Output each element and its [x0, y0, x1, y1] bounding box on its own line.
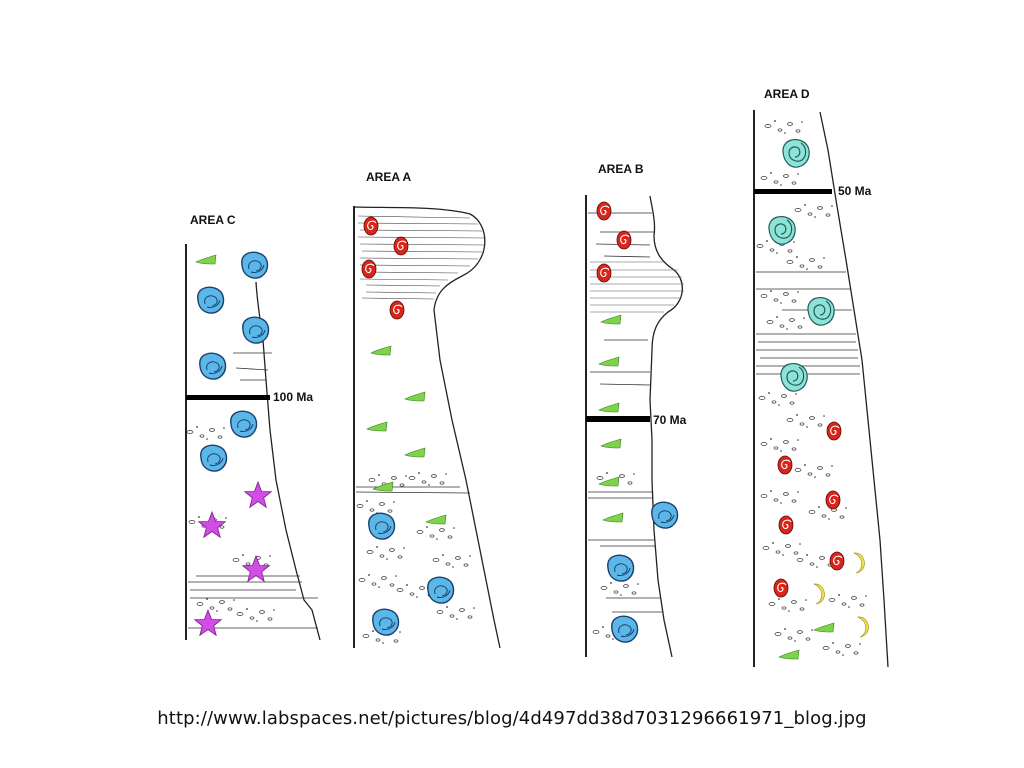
ammonite-icon [825, 490, 841, 510]
column-area-b: AREA B 70 Ma [585, 162, 687, 658]
area-c-title: AREA C [190, 213, 236, 227]
area-c-fossils [194, 251, 272, 636]
shark-tooth-icon [600, 438, 622, 449]
clam-icon [427, 576, 455, 604]
clam-icon [611, 615, 639, 643]
area-d-time-marker-label: 50 Ma [838, 184, 872, 198]
area-d-right-edge [819, 111, 889, 668]
clam-icon [241, 251, 269, 279]
shark-tooth-icon [813, 622, 835, 633]
ammonite-icon [361, 259, 377, 279]
area-b-time-marker-bar [586, 416, 650, 422]
snail-icon [780, 362, 808, 392]
area-a-overhang-hatching [357, 215, 485, 300]
ammonite-icon [596, 263, 612, 283]
clam-icon [368, 512, 396, 540]
shark-tooth-icon [598, 476, 620, 487]
crescent-icon [813, 583, 825, 605]
area-c-time-marker-bar [186, 395, 270, 400]
column-area-a: AREA A [353, 170, 501, 649]
shark-tooth-icon [404, 391, 426, 402]
snail-icon [782, 138, 810, 168]
column-area-d: AREA D 50 Ma [753, 87, 889, 668]
clam-icon [197, 286, 225, 314]
clam-icon [242, 316, 270, 344]
area-d-fossils [768, 138, 869, 660]
ammonite-icon [389, 300, 405, 320]
clam-icon [200, 444, 228, 472]
ammonite-icon [829, 551, 845, 571]
shark-tooth-icon [404, 447, 426, 458]
shark-tooth-icon [195, 254, 217, 265]
ammonite-icon [773, 578, 789, 598]
ammonite-icon [596, 201, 612, 221]
source-url: http://www.labspaces.net/pictures/blog/4… [157, 708, 867, 729]
shark-tooth-icon [598, 402, 620, 413]
area-d-title: AREA D [764, 87, 810, 101]
ammonite-icon [363, 216, 379, 236]
ammonite-icon [777, 455, 793, 475]
ammonite-icon [778, 515, 794, 535]
shark-tooth-icon [602, 512, 624, 523]
snail-icon [807, 296, 835, 326]
shark-tooth-icon [366, 421, 388, 432]
shark-tooth-icon [425, 514, 447, 525]
starfish-icon [244, 481, 272, 508]
clam-icon [372, 608, 400, 636]
crescent-icon [853, 552, 865, 574]
ammonite-icon [616, 230, 632, 250]
shark-tooth-icon [372, 481, 394, 492]
clam-icon [651, 501, 679, 529]
area-a-bedding [355, 486, 471, 494]
area-b-time-marker-label: 70 Ma [653, 413, 687, 427]
ammonite-icon [826, 421, 842, 441]
clam-icon [199, 352, 227, 380]
crescent-icon [857, 616, 869, 638]
area-a-right-edge [353, 206, 501, 649]
shark-tooth-icon [778, 649, 800, 660]
area-b-bulge-hatching [590, 261, 684, 313]
shark-tooth-icon [598, 356, 620, 367]
shark-tooth-icon [370, 345, 392, 356]
shark-tooth-icon [600, 314, 622, 325]
stratigraphic-columns-diagram: AREA C 100 Ma [185, 87, 889, 668]
clam-icon [607, 554, 635, 582]
area-d-sediment [756, 119, 868, 657]
area-b-right-edge [649, 195, 683, 658]
starfish-icon [242, 555, 270, 582]
starfish-icon [198, 511, 226, 538]
area-a-title: AREA A [366, 170, 411, 184]
ammonite-icon [393, 236, 409, 256]
area-b-bedding [588, 212, 662, 613]
clam-icon [230, 410, 258, 438]
area-d-time-marker-bar [754, 189, 832, 194]
area-c-time-marker-label: 100 Ma [273, 390, 313, 404]
area-b-title: AREA B [598, 162, 644, 176]
snail-icon [768, 215, 796, 245]
column-area-c: AREA C 100 Ma [185, 213, 321, 641]
starfish-icon [194, 609, 222, 636]
